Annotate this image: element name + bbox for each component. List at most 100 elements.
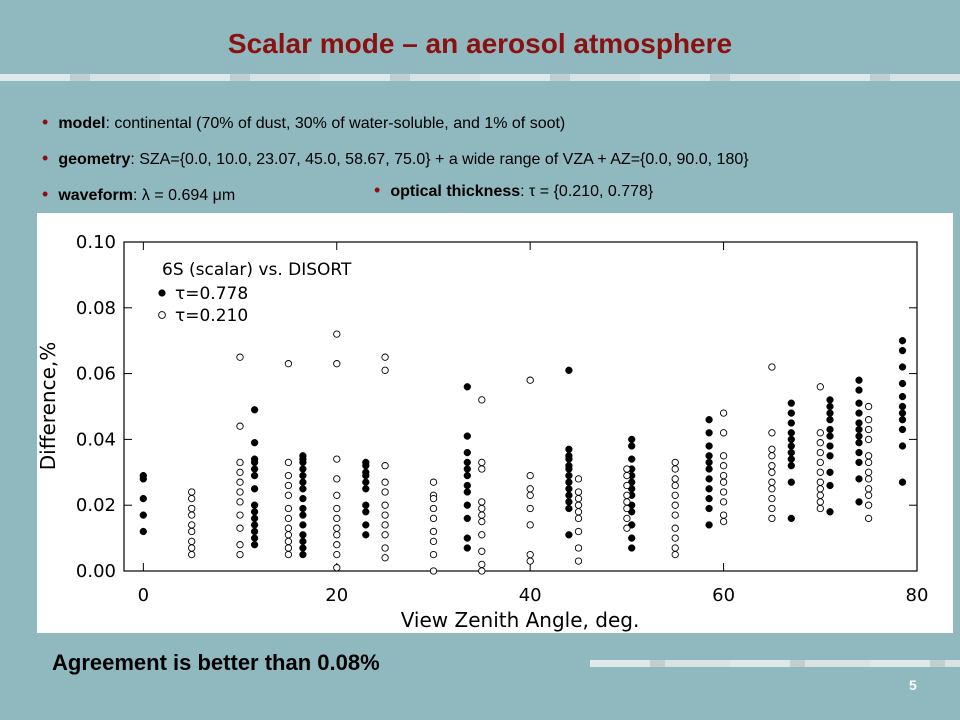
- data-point-tau-0778: [250, 439, 259, 447]
- data-point-tau-0210: [333, 514, 341, 523]
- data-point-tau-0778: [787, 399, 795, 407]
- data-point-tau-0778: [362, 471, 370, 480]
- bullet-text: : τ = {0.210, 0.778}: [520, 183, 654, 200]
- data-point-tau-0210: [381, 488, 389, 496]
- data-point-tau-0778: [463, 481, 471, 490]
- data-point-tau-0210: [768, 504, 776, 513]
- data-point-tau-0210: [284, 514, 293, 523]
- data-point-tau-0210: [816, 383, 824, 391]
- data-point-tau-0778: [299, 458, 307, 467]
- data-point-tau-0210: [671, 475, 679, 483]
- data-point-tau-0210: [526, 471, 534, 480]
- data-point-tau-0778: [565, 531, 573, 539]
- data-point-tau-0210: [429, 494, 438, 503]
- data-point-tau-0778: [855, 386, 863, 394]
- data-point-tau-0778: [855, 498, 863, 506]
- x-tick-label: 20: [325, 585, 348, 606]
- data-point-tau-0778: [628, 544, 636, 552]
- data-point-tau-0778: [898, 392, 907, 401]
- data-point-tau-0778: [362, 521, 370, 529]
- data-point-tau-0778: [362, 508, 370, 516]
- data-point-tau-0778: [628, 534, 636, 542]
- data-point-tau-0210: [574, 494, 583, 503]
- data-point-tau-0778: [463, 465, 471, 473]
- data-point-tau-0778: [855, 432, 863, 440]
- data-point-tau-0210: [236, 353, 244, 361]
- data-point-tau-0778: [855, 475, 863, 483]
- data-point-tau-0210: [864, 475, 873, 483]
- data-point-tau-0778: [463, 448, 471, 457]
- data-point-tau-0210: [284, 524, 293, 532]
- data-point-tau-0778: [565, 455, 573, 463]
- data-point-tau-0778: [628, 455, 636, 463]
- data-point-tau-0210: [333, 455, 341, 463]
- data-point-tau-0210: [478, 567, 486, 575]
- data-point-tau-0210: [768, 452, 776, 460]
- data-point-tau-0210: [188, 488, 196, 496]
- data-point-tau-0778: [565, 366, 573, 374]
- bullet-text: : λ = 0.694 μm: [133, 187, 236, 204]
- data-point-tau-0210: [429, 504, 438, 513]
- data-point-tau-0210: [719, 409, 728, 417]
- data-point-tau-0778: [565, 485, 573, 493]
- plot-frame: [123, 241, 918, 572]
- data-point-tau-0210: [816, 468, 824, 476]
- data-point-tau-0210: [864, 468, 873, 476]
- data-point-tau-0210: [333, 541, 341, 549]
- data-point-tau-0778: [855, 425, 863, 434]
- data-point-tau-0210: [719, 488, 728, 496]
- data-point-tau-0778: [705, 442, 713, 450]
- data-point-tau-0210: [574, 501, 583, 509]
- scatter-chart: 0 20 40 60 80 0.00 0.02 0.04 0.06 0.08 0.10 6S (sc…: [37, 232, 928, 632]
- y-tick-label: 0.02: [76, 495, 116, 516]
- bullet-key: geometry: [58, 151, 131, 168]
- data-point-tau-0210: [768, 468, 776, 476]
- data-point-tau-0778: [826, 409, 834, 417]
- data-point-tau-0210: [526, 504, 534, 513]
- data-point-tau-0210: [816, 458, 824, 467]
- data-point-tau-0778: [826, 432, 834, 440]
- data-point-tau-0778: [463, 383, 471, 391]
- data-point-tau-0210: [478, 498, 486, 506]
- data-point-tau-0210: [864, 485, 873, 493]
- data-point-tau-0210: [526, 485, 534, 493]
- data-point-tau-0210: [381, 544, 389, 552]
- data-point-tau-0778: [362, 478, 370, 486]
- data-point-tau-0210: [236, 550, 244, 559]
- bullet-dot-icon: •: [42, 184, 49, 204]
- data-point-tau-0778: [139, 494, 147, 503]
- data-point-tau-0210: [574, 488, 583, 496]
- data-point-tau-0210: [188, 494, 196, 503]
- data-point-tau-0210: [236, 511, 244, 519]
- data-point-tau-0210: [816, 498, 824, 506]
- data-point-tau-0210: [284, 544, 293, 552]
- data-point-tau-0210: [526, 376, 534, 384]
- data-point-tau-0778: [463, 514, 471, 523]
- data-point-tau-0210: [671, 550, 679, 559]
- data-point-tau-0210: [623, 481, 631, 490]
- slide-title: Scalar mode – an aerosol atmosphere: [227, 28, 733, 59]
- data-point-tau-0778: [565, 498, 573, 506]
- bullet-geometry: • geometry: SZA={0.0, 10.0, 23.07, 45.0, …: [42, 148, 749, 169]
- data-point-tau-0210: [236, 478, 244, 486]
- data-point-tau-0210: [768, 478, 776, 486]
- data-point-tau-0778: [787, 419, 795, 427]
- data-point-tau-0210: [768, 462, 776, 470]
- data-point-tau-0778: [250, 458, 259, 467]
- data-point-tau-0210: [768, 363, 776, 371]
- data-point-tau-0210: [864, 501, 873, 509]
- data-point-tau-0778: [628, 435, 636, 444]
- data-point-tau-0778: [250, 514, 259, 523]
- data-point-tau-0778: [787, 478, 795, 486]
- y-tick-label: 0.10: [76, 232, 116, 253]
- data-point-tau-0778: [787, 455, 795, 463]
- x-tick-label: 40: [519, 585, 542, 606]
- data-point-tau-0210: [381, 501, 389, 509]
- data-point-tau-0210: [623, 471, 631, 480]
- x-tick-label: 0: [138, 585, 149, 606]
- x-tick-label: 60: [712, 585, 735, 606]
- data-point-tau-0210: [671, 534, 679, 542]
- bullet-waveform: • waveform: λ = 0.694 μm: [42, 184, 235, 205]
- data-point-tau-0210: [429, 550, 438, 559]
- data-point-tau-0210: [236, 422, 244, 430]
